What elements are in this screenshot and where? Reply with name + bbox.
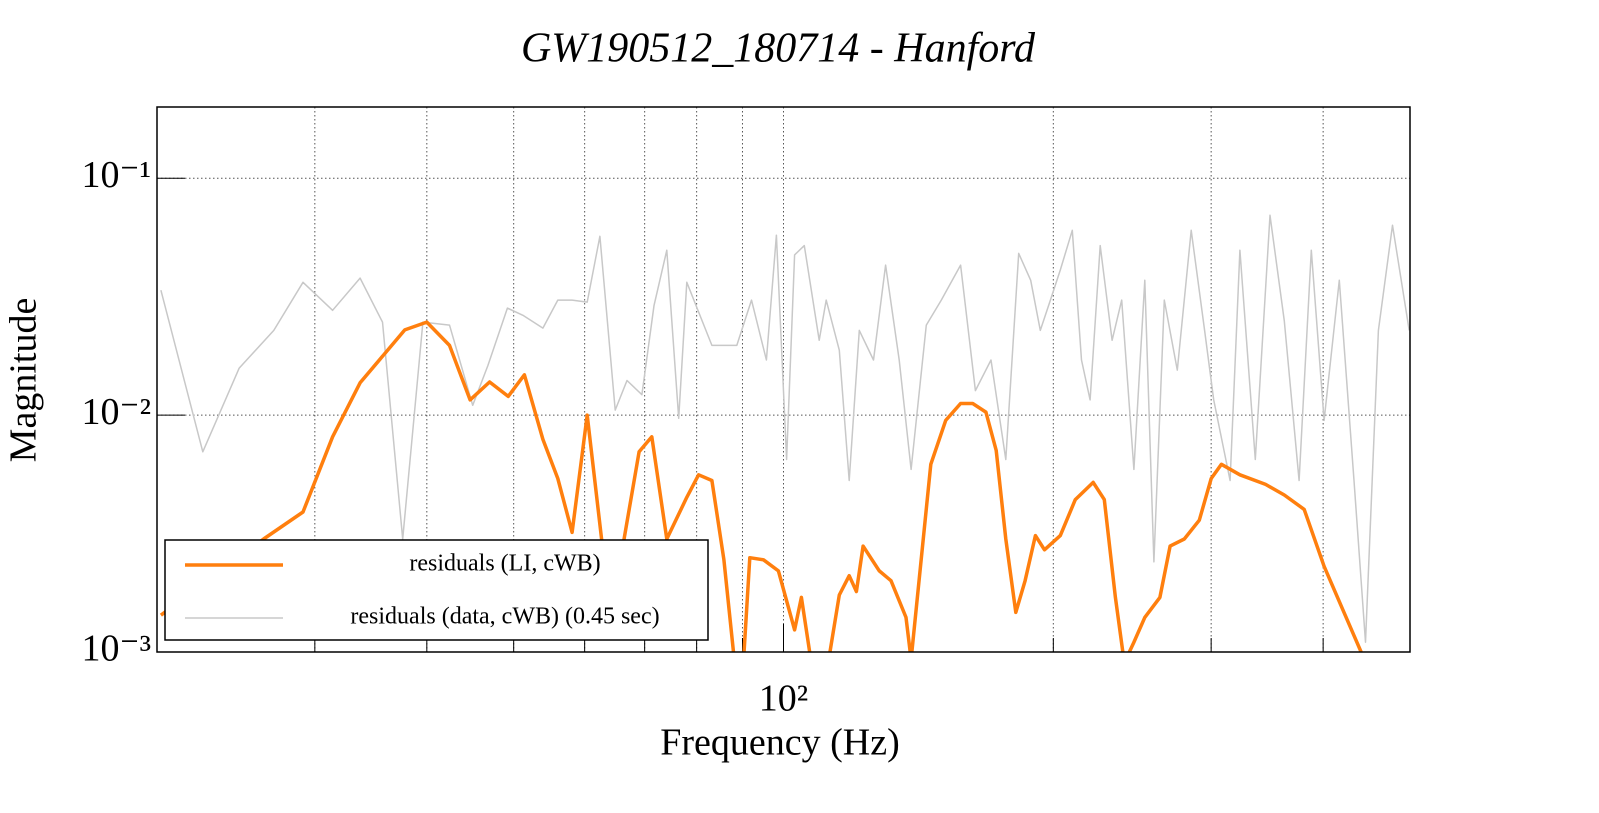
- y-axis-label: Magnitude: [3, 298, 45, 463]
- y-tick-label: 10⁻³: [82, 628, 151, 670]
- legend-label: residuals (LI, cWB): [409, 551, 600, 577]
- legend: residuals (LI, cWB) residuals (data, cWB)…: [164, 539, 709, 641]
- y-tick-label: 10⁻¹: [82, 154, 151, 196]
- y-tick-label: 10⁻²: [82, 391, 151, 433]
- plot-area: [159, 214, 1410, 652]
- legend-label: residuals (data, cWB) (0.45 sec): [350, 604, 659, 630]
- data-line: [160, 214, 1410, 643]
- x-axis-label: Frequency (Hz): [660, 722, 900, 764]
- x-tick-label: 10²: [759, 678, 808, 720]
- legend-box: [164, 539, 709, 641]
- data-line: [159, 320, 1363, 652]
- plot-frame: [156, 106, 1411, 653]
- chart-title: GW190512_180714 - Hanford: [521, 26, 1036, 72]
